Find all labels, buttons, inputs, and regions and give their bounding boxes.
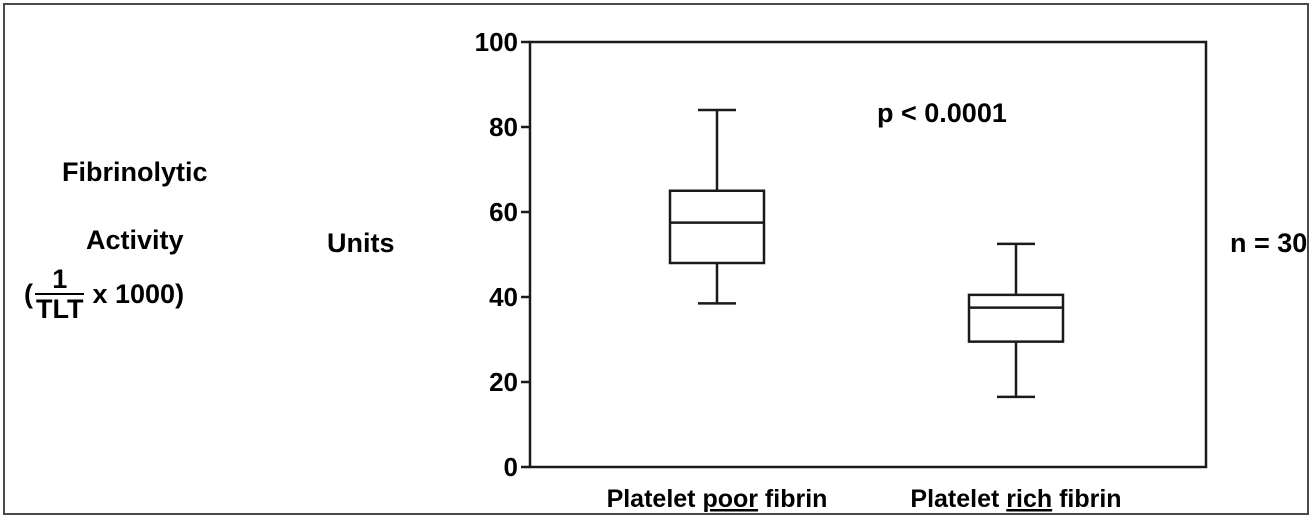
p-value-annotation: p < 0.0001 [877,98,1007,128]
plot-area [528,40,1208,469]
category-label-suffix: fibrin [1052,485,1121,513]
formula-open-paren: ( [24,278,33,309]
y-tick-label: 60 [489,197,518,227]
category-label-prefix: Platelet [607,485,703,513]
formula-numerator: 1 [52,264,68,294]
iqr-box [967,293,1065,343]
category-label-suffix: fibrin [758,485,827,513]
y-tick-label: 100 [475,27,518,57]
figure-frame [3,3,1309,515]
formula-denominator: TLT [35,293,85,324]
y-axis-formula: ( 1 TLT x 1000) [24,265,184,323]
y-tick-label: 40 [489,282,518,312]
y-axis-units: Units [327,228,395,258]
category-label-prefix: Platelet [910,485,1006,513]
iqr-box [668,189,766,265]
y-tick-label: 20 [489,367,518,397]
y-axis-label-line1: Fibrinolytic [62,157,208,187]
formula-multiplier: x 1000) [92,278,185,309]
y-axis-label-line2: Activity [86,225,184,255]
x-category-label: Platelet poor fibrin [607,485,828,513]
x-category-label: Platelet rich fibrin [910,485,1121,513]
y-tick-label: 0 [504,452,518,482]
formula-fraction: 1 TLT [35,264,85,324]
category-label-emphasis: poor [702,485,758,513]
category-label-emphasis: rich [1006,485,1052,513]
y-tick-label: 80 [489,112,518,142]
sample-size-note: n = 30 [1230,228,1308,258]
